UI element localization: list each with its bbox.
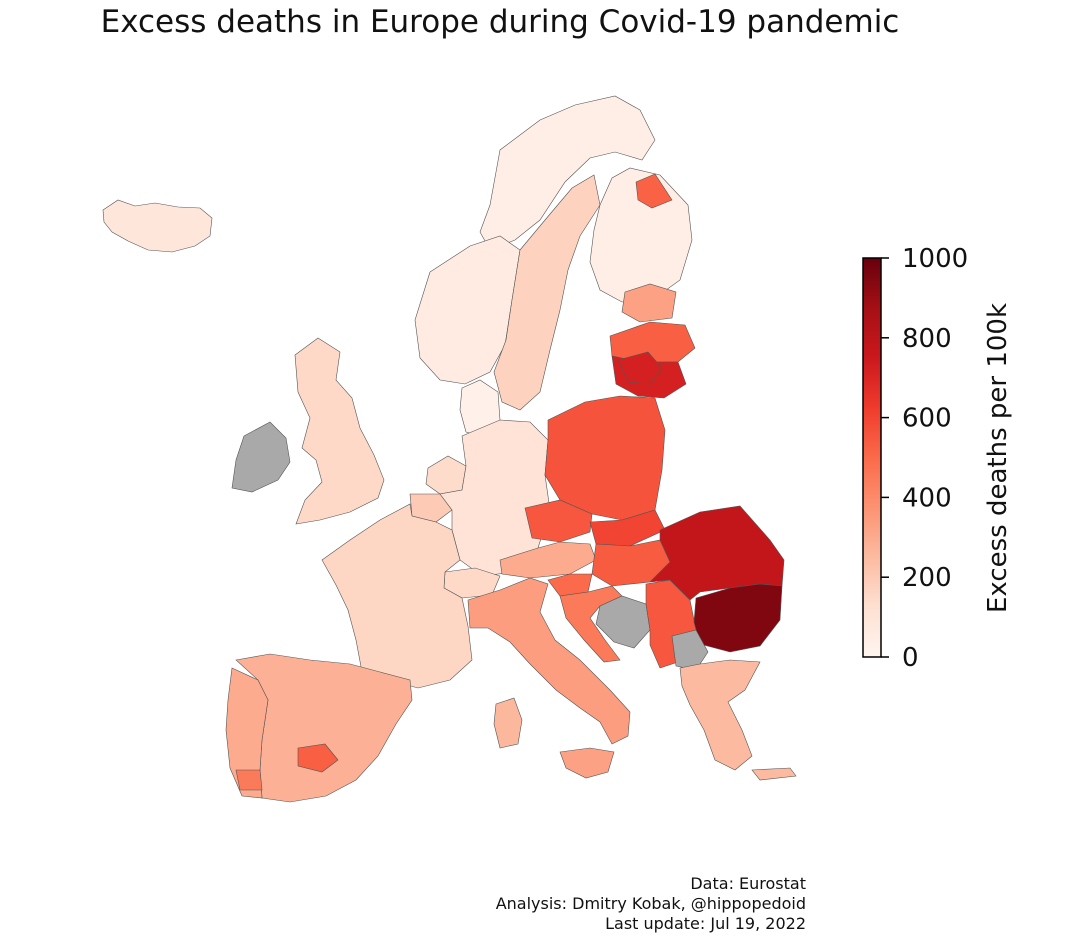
region-greece[interactable]: [679, 659, 761, 771]
region-algarve[interactable]: [235, 769, 263, 791]
colorbar-tick-label: 600: [902, 404, 952, 434]
region-italy[interactable]: [467, 577, 631, 745]
colorbar-tick-label: 400: [902, 483, 952, 513]
colorbar: 1000 800 600 400 200 0 Excess deaths per 100k: [862, 244, 1013, 673]
region-czechia[interactable]: [524, 499, 593, 543]
colorbar-ticks: 1000 800 600 400 200 0: [881, 244, 968, 673]
region-sardinia[interactable]: [493, 697, 523, 749]
region-bosnia[interactable]: [595, 595, 651, 649]
credits: Data: Eurostat Analysis: Dmitry Kobak, @…: [496, 874, 806, 934]
europe-choropleth-map: [102, 95, 797, 803]
region-norway-south[interactable]: [414, 235, 521, 385]
region-portugal[interactable]: [225, 667, 269, 799]
region-crete[interactable]: [751, 767, 797, 781]
colorbar-tick-label: 0: [902, 643, 919, 673]
region-bulgaria[interactable]: [693, 583, 783, 653]
colorbar-label: Excess deaths per 100k: [983, 303, 1013, 613]
region-sicily[interactable]: [559, 747, 615, 779]
region-ireland[interactable]: [231, 421, 291, 493]
credit-last-update: Last update: Jul 19, 2022: [605, 914, 806, 933]
region-latvia[interactable]: [609, 321, 696, 363]
colorbar-gradient: [862, 257, 882, 658]
region-finland-east[interactable]: [635, 173, 673, 209]
region-united-kingdom[interactable]: [294, 337, 385, 525]
region-castilla-la-mancha[interactable]: [297, 743, 339, 773]
region-croatia[interactable]: [559, 585, 623, 663]
region-slovenia[interactable]: [547, 573, 593, 597]
region-sweden[interactable]: [493, 174, 601, 411]
region-estonia[interactable]: [621, 283, 677, 323]
colorbar-tick-label: 200: [902, 563, 952, 593]
map-title: Excess deaths in Europe during Covid-19 …: [100, 4, 900, 40]
credit-analysis: Analysis: Dmitry Kobak, @hippopedoid: [495, 894, 806, 913]
region-netherlands[interactable]: [425, 455, 467, 495]
region-france[interactable]: [321, 503, 473, 689]
colorbar-tick-label: 800: [902, 324, 952, 354]
region-germany[interactable]: [439, 419, 551, 577]
region-iceland[interactable]: [102, 199, 213, 253]
credit-data-source: Data: Eurostat: [690, 874, 806, 893]
colorbar-tick-label: 1000: [902, 244, 968, 274]
region-lithuania-core[interactable]: [617, 351, 663, 385]
region-north-macedonia[interactable]: [671, 629, 709, 671]
